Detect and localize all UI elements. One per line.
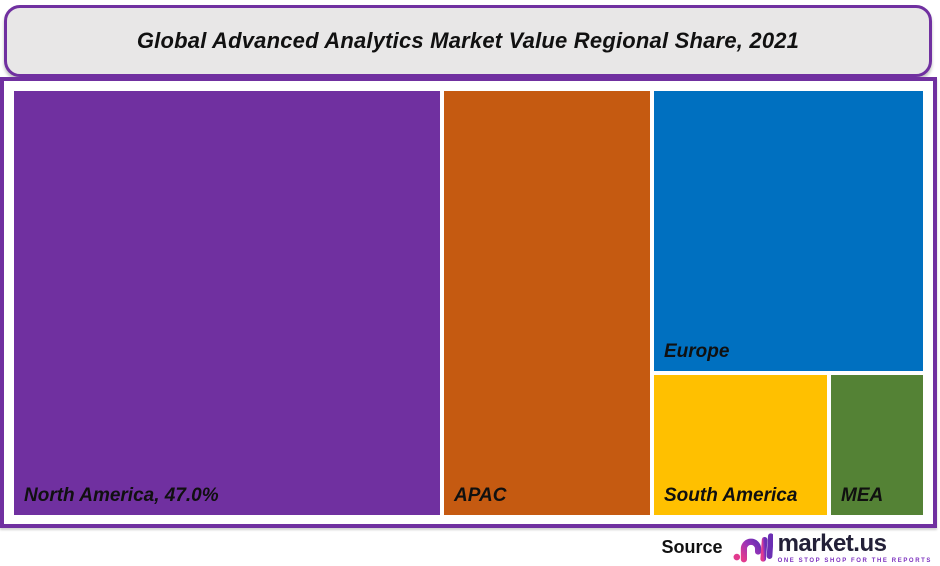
treemap: North America, 47.0% APAC Europe South A…: [4, 81, 933, 524]
region-label-europe: Europe: [664, 341, 730, 362]
chart-title-banner: Global Advanced Analytics Market Value R…: [4, 5, 932, 77]
marketus-logo-text: market.us ONE STOP SHOP FOR THE REPORTS: [777, 529, 932, 564]
region-label-north-america: North America, 47.0%: [24, 485, 219, 506]
treemap-block-south-america: South America: [654, 375, 827, 515]
treemap-block-europe: Europe: [654, 91, 923, 371]
marketus-tagline: ONE STOP SHOP FOR THE REPORTS: [777, 557, 932, 564]
source-footer: Source market.us ONE STOP SHOP FOR THE R…: [662, 529, 932, 566]
treemap-block-apac: APAC: [444, 91, 650, 515]
source-label: Source: [661, 537, 723, 557]
region-label-south-america: South America: [664, 485, 798, 506]
page-title: Global Advanced Analytics Market Value R…: [136, 28, 800, 53]
marketus-logo-icon: [733, 533, 773, 563]
treemap-block-mea: MEA: [831, 375, 923, 515]
treemap-block-north-america: North America, 47.0%: [14, 91, 440, 515]
treemap-chart-frame: North America, 47.0% APAC Europe South A…: [0, 77, 937, 528]
region-label-mea: MEA: [841, 485, 884, 506]
region-label-apac: APAC: [454, 485, 507, 506]
marketus-logo: market.us ONE STOP SHOP FOR THE REPORTS: [733, 531, 932, 564]
marketus-brand-name: market.us: [777, 529, 887, 557]
